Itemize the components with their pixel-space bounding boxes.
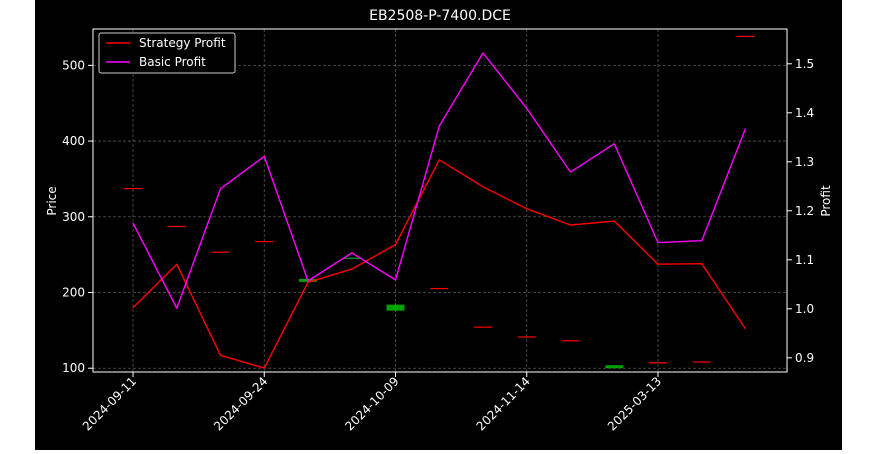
legend-box: [98, 32, 236, 74]
left-axis: 100 200 300 400 500: [62, 58, 93, 375]
candle: [474, 326, 492, 328]
candle: [517, 336, 536, 338]
candle: [167, 225, 186, 228]
legend-label-basic-profit: Basic Profit: [139, 55, 206, 69]
candle: [561, 340, 580, 342]
candle: [736, 35, 755, 38]
y-axis-label-right: Profit: [819, 185, 833, 217]
profit-lines: [132, 52, 747, 369]
y-tick-label-right: 1.2: [795, 204, 814, 218]
candle: [211, 251, 230, 253]
y-axis-label-left: Price: [45, 186, 59, 215]
plot-frame: [92, 28, 788, 373]
candle: [649, 362, 667, 364]
y-tick-label-left: 500: [62, 58, 85, 72]
y-tick-label-right: 1.0: [795, 302, 814, 316]
legend-label-strategy-profit: Strategy Profit: [139, 36, 226, 50]
y-tick-label-left: 400: [62, 134, 85, 148]
y-tick-label-left: 200: [62, 285, 85, 299]
candle: [692, 361, 711, 363]
y-tick-label-right: 1.4: [795, 106, 814, 120]
y-tick-label-left: 300: [62, 210, 85, 224]
candle: [386, 304, 405, 311]
y-tick-label-right: 1.1: [795, 253, 814, 267]
candle: [124, 188, 142, 190]
chart-title: EB2508-P-7400.DCE: [369, 8, 511, 24]
y-tick-label-right: 1.3: [795, 155, 814, 169]
candle: [342, 257, 361, 259]
legend: Strategy Profit Basic Profit: [98, 32, 236, 74]
series-line-basic-profit: [132, 52, 747, 309]
y-tick-label-right: 1.5: [795, 57, 814, 71]
y-tick-label-left: 100: [62, 361, 85, 375]
grid: [93, 29, 787, 372]
candle: [255, 241, 274, 243]
candle: [605, 365, 624, 369]
y-tick-label-right: 0.9: [795, 351, 814, 365]
candle: [430, 287, 449, 290]
right-axis: 0.9 1.0 1.1 1.2 1.3 1.4 1.5: [787, 57, 814, 365]
series-line-strategy-profit: [132, 159, 747, 369]
